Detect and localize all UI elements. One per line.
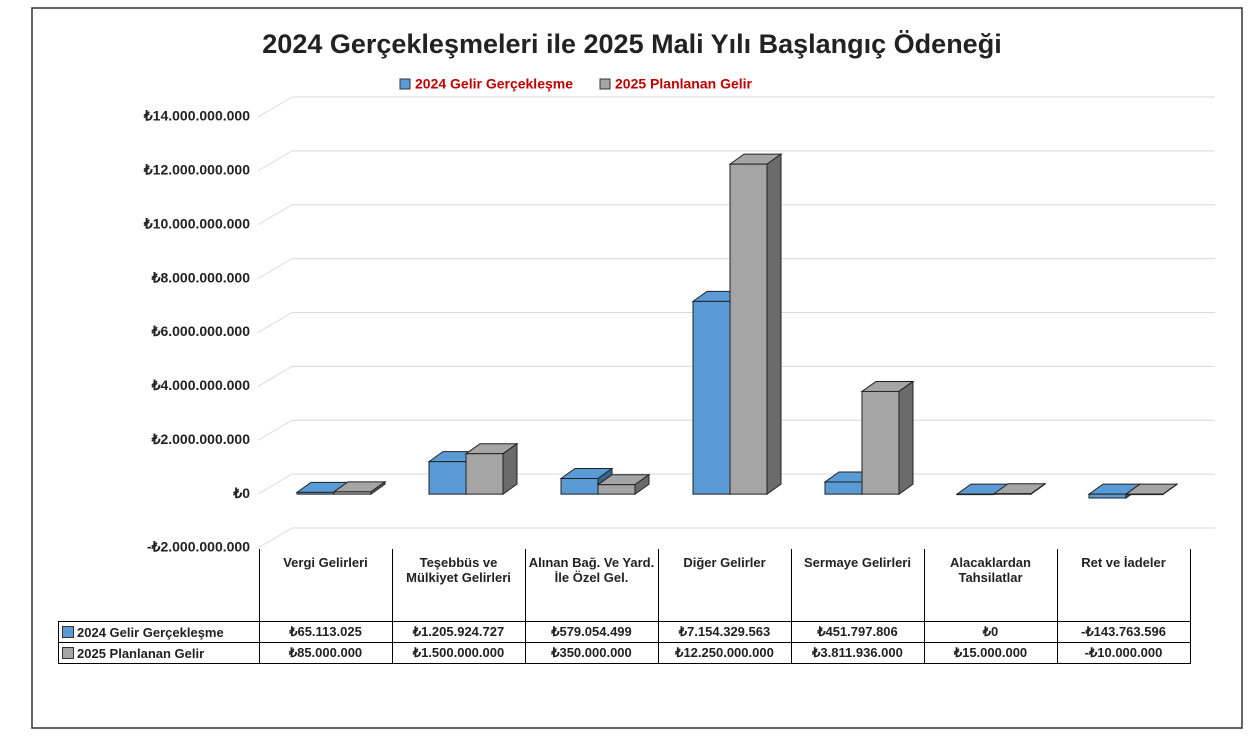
legend-label: 2024 Gelir Gerçekleşme: [415, 76, 573, 92]
category-label: Ret ve İadeler: [1056, 549, 1191, 622]
category-label: Sermaye Gelirleri: [790, 549, 925, 622]
y-tick-label: ₺12.000.000.000: [143, 162, 250, 178]
grid-depth: [257, 419, 293, 441]
y-tick-label: ₺6.000.000.000: [151, 323, 251, 339]
bar: [596, 473, 651, 496]
bar-front: [296, 491, 335, 495]
bar: [1124, 483, 1179, 496]
bar-front: [956, 493, 995, 496]
bar-front: [428, 461, 467, 495]
bar-front: [1125, 493, 1164, 496]
category-label: Alacaklardan Tahsilatlar: [923, 549, 1058, 622]
y-tick-label: ₺0: [232, 485, 250, 501]
value-cell: ₺3.811.936.000: [790, 642, 925, 664]
legend-key: [62, 646, 74, 659]
y-tick-label: ₺14.000.000.000: [143, 108, 250, 124]
data-table: Vergi Gelirleri Teşebbüs ve Mülkiyet Geli…: [58, 549, 1191, 664]
legend-label: 2025 Planlanan Gelir: [615, 76, 753, 92]
table-header-row: Vergi Gelirleri Teşebbüs ve Mülkiyet Geli…: [59, 549, 1191, 622]
grid-depth: [257, 312, 293, 333]
bar: [860, 380, 915, 496]
grid-depth: [257, 473, 293, 495]
bar: [992, 482, 1047, 496]
value-cell: ₺7.154.329.563: [657, 621, 792, 643]
table-corner: [59, 549, 260, 622]
grid-depth: [257, 527, 293, 549]
row-header: 2025 Planlanan Gelir: [58, 642, 260, 664]
value-cell: ₺0: [923, 621, 1058, 643]
bar: [464, 442, 519, 496]
value-cell: ₺451.797.806: [790, 621, 925, 643]
legend-key: [599, 78, 611, 90]
value-cell: ₺12.250.000.000: [657, 642, 792, 664]
value-cell: ₺1.500.000.000: [391, 642, 526, 664]
bar-front: [824, 481, 863, 495]
legend-key: [399, 78, 411, 90]
bar-front: [861, 390, 900, 495]
bar-side: [766, 153, 782, 496]
grid-depth: [257, 96, 293, 118]
row-header: 2024 Gelir Gerçekleşme: [58, 621, 260, 643]
y-tick-label: ₺2.000.000.000: [151, 431, 251, 447]
category-label: Diğer Gelirler: [657, 549, 792, 622]
category-label: Alınan Bağ. Ve Yard. İle Özel Gel.: [524, 549, 659, 622]
legend-key: [62, 625, 74, 638]
value-cell: ₺350.000.000: [524, 642, 659, 664]
series-name: 2025 Planlanan Gelir: [77, 645, 205, 661]
value-cell: ₺65.113.025: [258, 621, 393, 643]
bar: [728, 153, 783, 496]
bar: [955, 483, 1010, 496]
value-cell: ₺579.054.499: [524, 621, 659, 643]
value-cell: ₺15.000.000: [923, 642, 1058, 664]
grid-depth: [257, 365, 293, 387]
y-tick-label: ₺8.000.000.000: [151, 269, 251, 285]
bar-front: [993, 493, 1032, 495]
frame: [31, 7, 1243, 729]
series-name: 2024 Gelir Gerçekleşme: [77, 624, 224, 640]
bar: [332, 480, 387, 496]
bar-front: [692, 300, 731, 495]
value-cell: -₺143.763.596: [1056, 621, 1191, 643]
grid-depth: [257, 258, 293, 280]
table-row: 2024 Gelir Gerçekleşme ₺65.113.025 ₺1.205.…: [58, 621, 1191, 643]
bar-front: [729, 163, 768, 495]
bar-front: [1088, 493, 1127, 499]
category-label: Teşebbüs ve Mülkiyet Gelirleri: [391, 549, 526, 622]
y-tick-label: -₺2.000.000.000: [147, 539, 250, 555]
table-row: 2025 Planlanan Gelir ₺85.000.000 ₺1.500.00…: [58, 642, 1191, 664]
bar-front: [333, 491, 372, 495]
value-cell: ₺85.000.000: [258, 642, 393, 664]
grid-depth: [257, 204, 293, 226]
y-tick-label: ₺4.000.000.000: [151, 377, 251, 393]
bar-front: [465, 453, 504, 495]
chart-title: 2024 Gerçekleşmeleri ile 2025 Mali Yılı …: [262, 29, 1001, 59]
y-tick-label: ₺10.000.000.000: [143, 215, 250, 231]
value-cell: -₺10.000.000: [1056, 642, 1191, 664]
bar-front: [597, 484, 636, 495]
category-label: Vergi Gelirleri: [258, 549, 393, 622]
bar-side: [898, 380, 914, 496]
bar-front: [560, 478, 599, 495]
grid-depth: [257, 150, 293, 172]
bar: [559, 467, 614, 496]
value-cell: ₺1.205.924.727: [391, 621, 526, 643]
